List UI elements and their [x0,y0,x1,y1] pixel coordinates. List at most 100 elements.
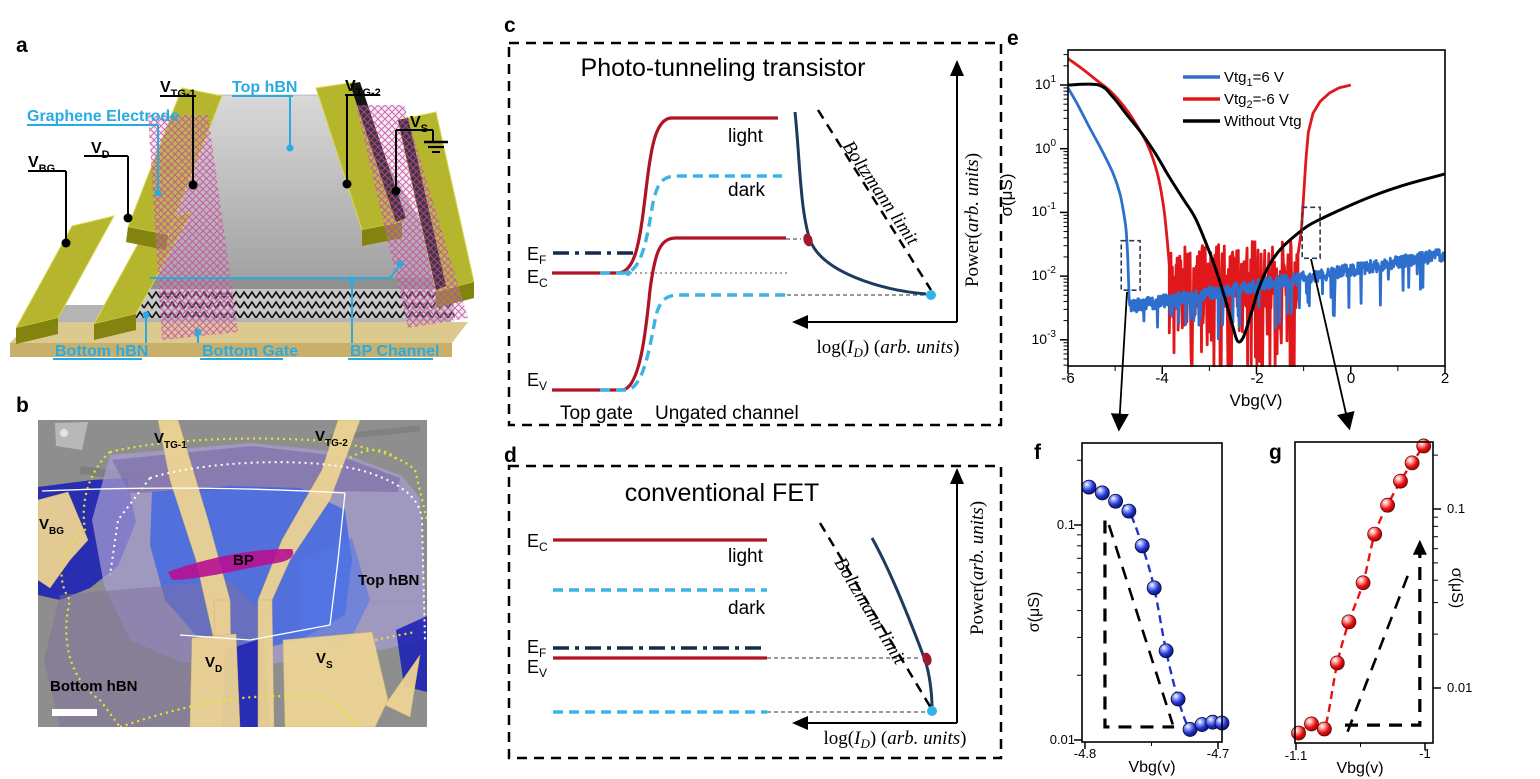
vbg-pad [38,491,89,589]
d-ec-label: EC [527,531,548,554]
f-ytick-01: 0.1 [1057,517,1075,532]
vtg1-label: VTG-1 [160,79,196,100]
graphene-mesh-right [356,105,468,328]
vs-pad [282,631,389,727]
voltage-leader-lines [28,94,434,240]
sem-image: VTG-1 VTG-2 VBG VD VS BP Top hBN Bottom … [38,420,427,727]
panel-d-band-diagram: d conventional FET EC EF EV light dark B… [504,444,1003,760]
g-xtick-right: -1 [1419,746,1431,761]
panel-b-microscope-image: b [16,394,427,727]
valence-band-light [552,236,786,392]
d-current-axis-arrowhead [792,716,808,730]
c-light-label: light [728,126,764,147]
sem-bright-blob [55,422,88,450]
f-xtick-right: -4.7 [1207,746,1229,761]
c-dark-label: dark [728,180,765,201]
e-xtick--6: -6 [1061,370,1074,387]
b-top-hbn-label: Top hBN [358,572,419,589]
e-zoom-annotations [1110,206,1355,432]
flake-outlines [41,437,427,727]
panel-letter-f: f [1034,441,1042,464]
vd-label: VD [91,140,110,161]
b-vd-label: VD [205,654,222,675]
bottom-gate-label: Bottom Gate [202,343,298,360]
c-ef-label: EF [527,244,546,267]
material-leader-dots [142,144,356,336]
bottom-hbn-label: Bottom hBN [55,343,148,360]
gold-wedge-right [384,654,421,718]
vtg2-label: VTG-2 [345,78,381,99]
conduction-band-dark [600,174,782,275]
e-ytick-10e0: 100 [1035,138,1057,156]
band-foot-dot [625,270,631,276]
e-plot-frame [1067,49,1446,367]
f-xlabel: Vbg(v) [1128,759,1175,776]
sem-white-speck [60,429,68,437]
d-light-label: light [728,546,764,567]
panel-e-transfer-chart: e 101 100 10-1 10-2 10-3 -6 -4 -2 0 2 Vb… [997,27,1449,432]
legend-label-vtg2: Vtg2=-6 V [1224,91,1289,111]
yellow-dotted-loop-small [349,449,399,463]
g-plot-content [1291,438,1441,750]
panel-c-band-diagram: c Photo-tunneling transistor EF EC EV li… [504,14,1003,427]
b-bottom-hbn-label: Bottom hBN [50,678,137,695]
c-top-gate-label: Top gate [560,403,633,424]
conduction-band-light [552,116,778,275]
panel-letter-d: d [504,444,517,467]
legend-label-without-vtg: Without Vtg [1224,113,1302,130]
boltzmann-limit-line [816,109,933,291]
vs-label: VS [410,114,428,135]
d-power-axis-arrowhead [950,468,964,484]
bottom-hbn-outline-yellow-dotted [60,437,427,727]
dark-operating-point [926,290,936,300]
e-xtick-0: 0 [1347,370,1355,387]
flake-blue-right [300,538,370,645]
e-ytick-10e1: 101 [1035,74,1057,92]
vbg-label: VBG [28,154,55,175]
bottom-gate-front-face [10,343,452,357]
d-dark-operating-point [927,706,937,716]
e-ytick-10e-1: 10-1 [1032,201,1057,219]
c-power-axis-label: Power(arb. units) [962,153,983,287]
panel-letter-g: g [1269,441,1282,464]
valence-band-dark [600,293,787,392]
d-power-axis-label: Power(arb. units) [967,501,988,635]
c-boltzmann-label: Boltzmann limit [838,137,923,250]
voltage-contact-dots [61,179,401,248]
e-ylabel: σ(μS) [997,174,1016,217]
f-plot-content [1074,459,1230,749]
g-ytick-001: 0.01 [1447,680,1472,695]
scale-bar [52,709,97,716]
e-ytick-10e-2: 10-2 [1032,265,1057,283]
b-vs-label: VS [316,650,333,671]
legend-label-vtg1: Vtg1=6 V [1224,69,1284,89]
e-legend: Vtg1=6 V Vtg2=-6 V Without Vtg [1183,69,1302,130]
panel-c-dashed-border [507,41,1003,427]
c-current-axis-label: log(ID) (arb. units) [817,337,960,360]
g-plot-frame [1294,441,1434,744]
d-dark-label: dark [728,598,765,619]
panel-letter-e: e [1007,27,1019,50]
bp-channel-label: BP Channel [350,343,440,360]
g-xlabel: Vbg(v) [1336,760,1383,777]
vbg-electrode-front [16,318,58,344]
e-xtick--4: -4 [1155,370,1168,387]
top-hbn-label: Top hBN [232,79,297,96]
f-plot-frame [1081,442,1223,743]
d-current-axis-label: log(ID) (arb. units) [824,728,967,751]
f-xtick-left: -4.8 [1074,746,1096,761]
g-ytick-01: 0.1 [1447,501,1465,516]
bp-flake [168,548,294,580]
panel-letter-a: a [16,34,28,57]
light-operating-point [803,233,813,247]
vtg2-track-lower [257,599,275,727]
g-xtick-left: -1.1 [1285,748,1307,763]
b-bp-label: BP [233,552,254,569]
bp-channel-indicator-line [150,264,401,279]
panel-c-title: Photo-tunneling transistor [581,54,866,82]
panel-d-dashed-border [507,464,1003,760]
graphene-mesh-left [148,115,238,340]
top-hbn-outline-white-dotted [109,461,426,641]
e-xtick--2: -2 [1250,370,1263,387]
